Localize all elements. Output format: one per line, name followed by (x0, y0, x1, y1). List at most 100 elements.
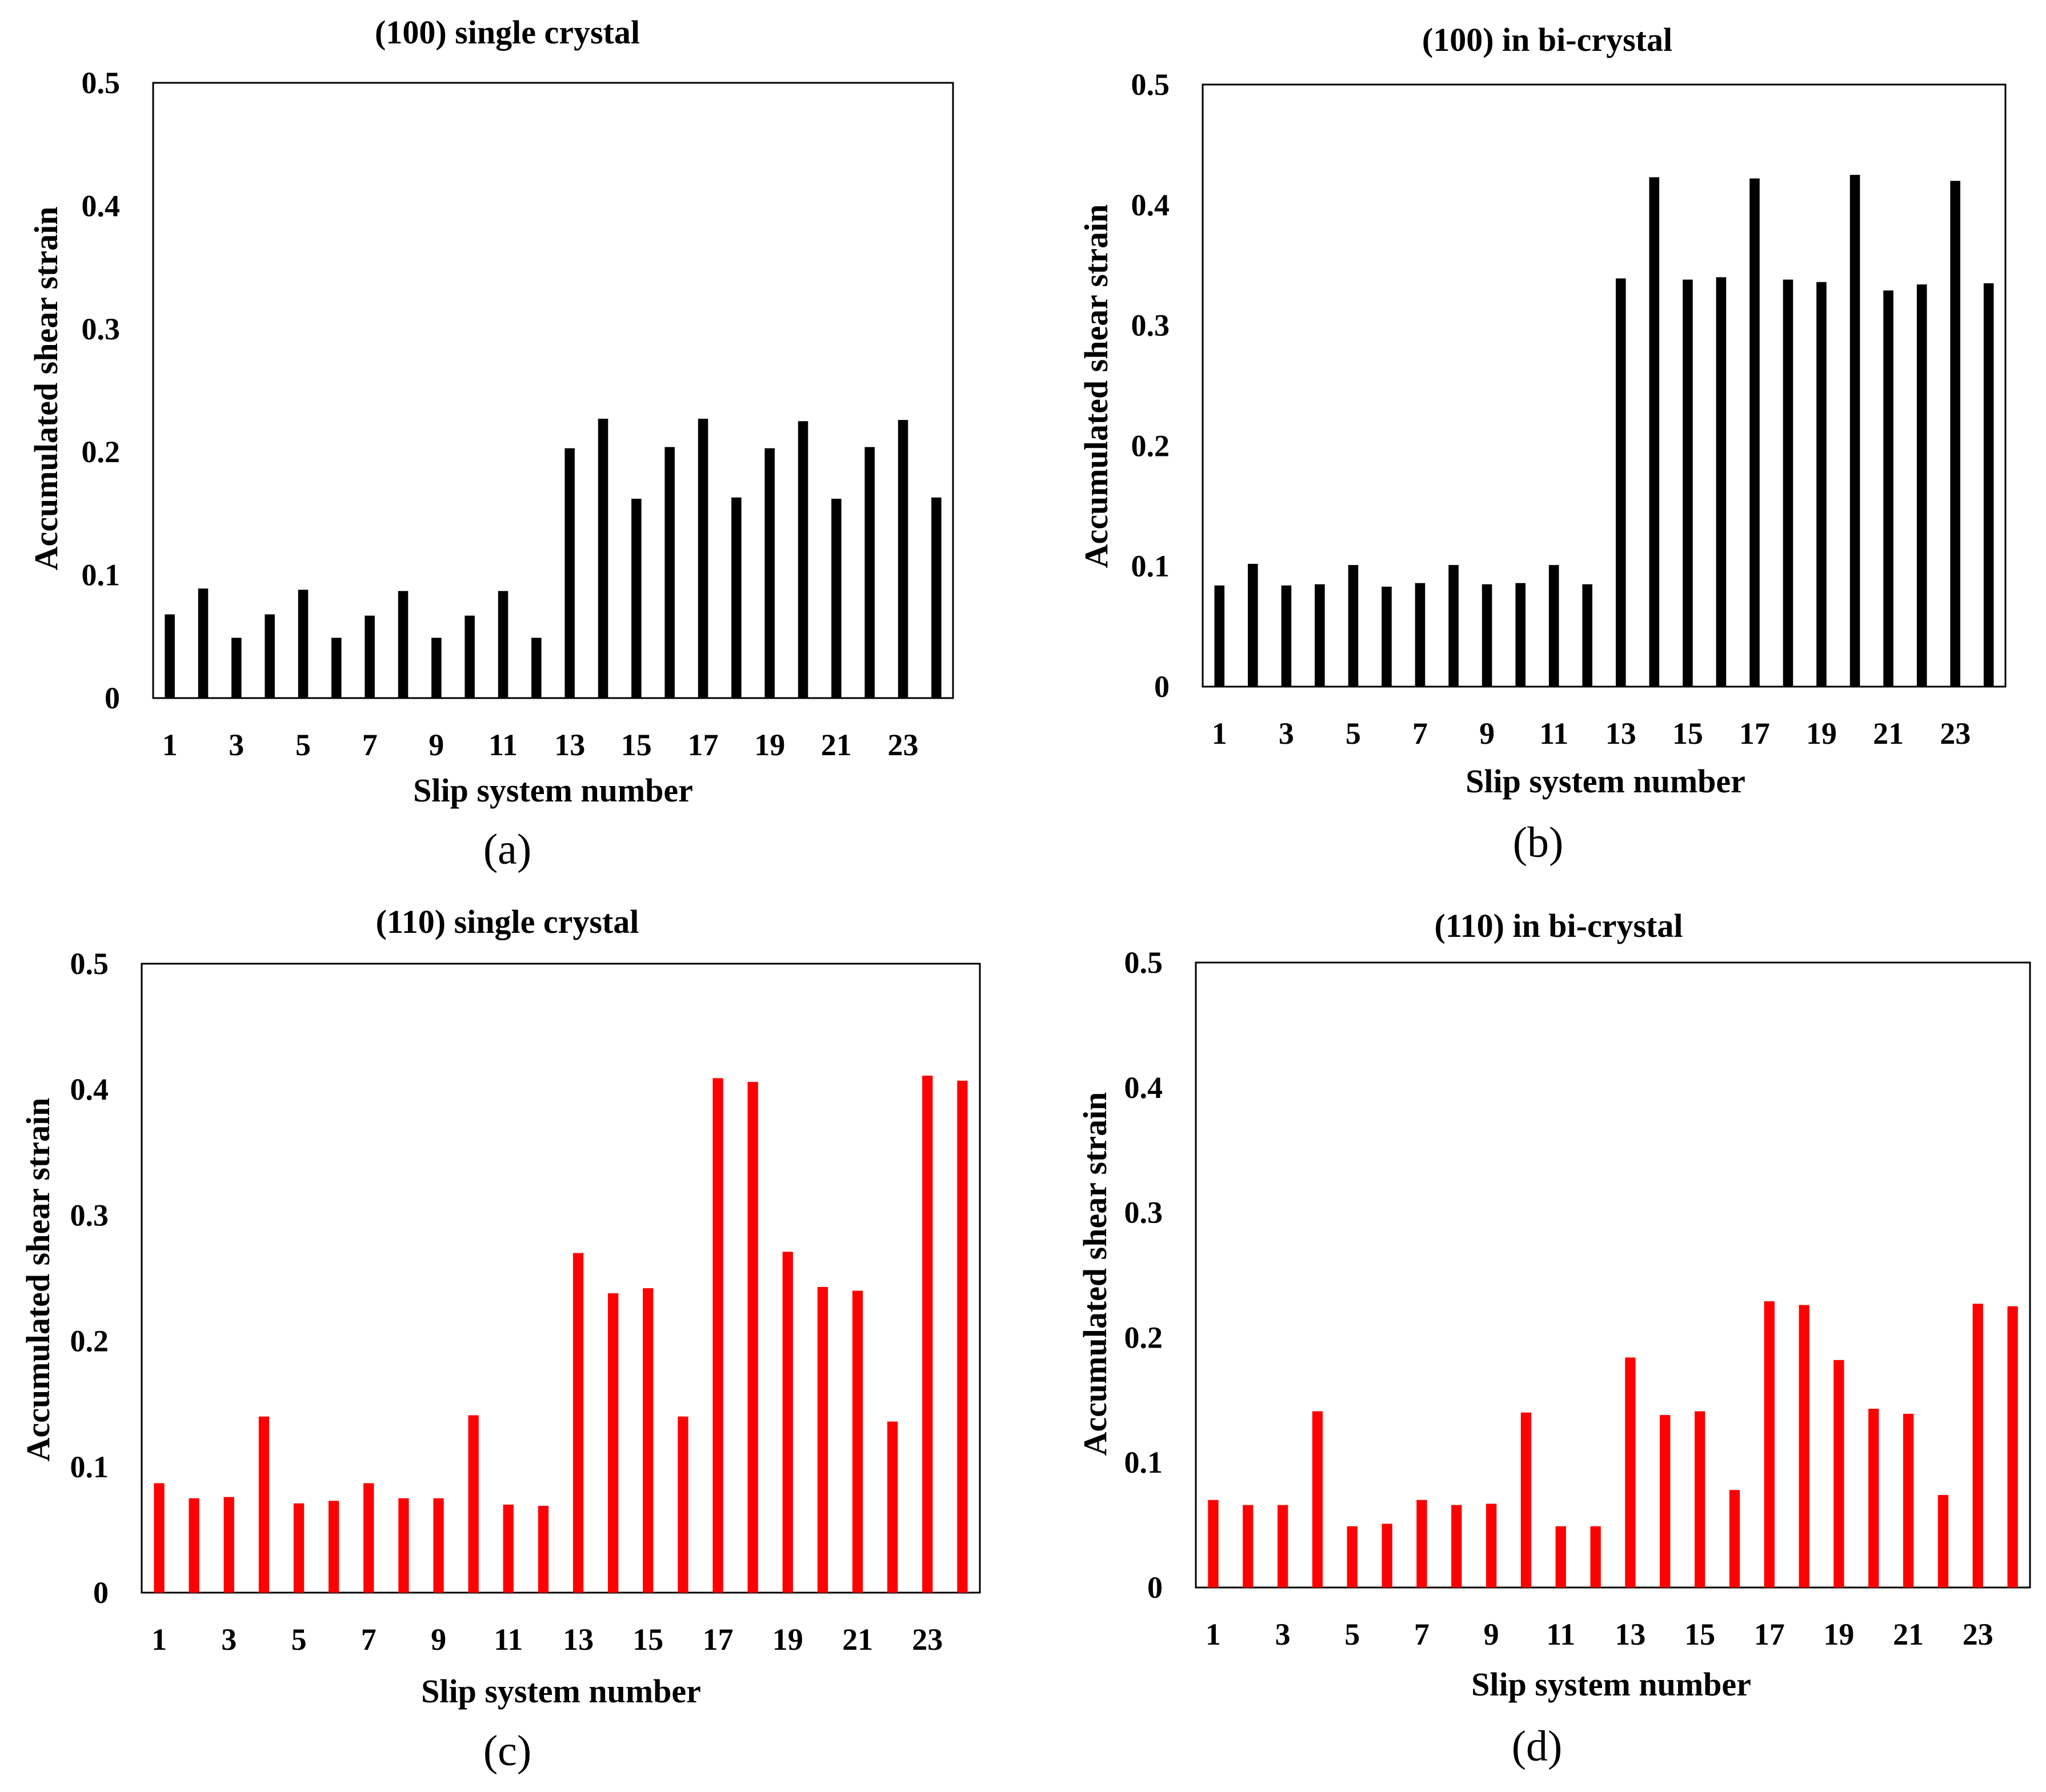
bar-slip-23 (1950, 181, 1960, 687)
bar-slip-21 (852, 1290, 863, 1593)
bar-slip-9 (433, 1498, 444, 1593)
x-tick-label: 13 (1615, 1617, 1645, 1651)
bar-slip-20 (798, 421, 808, 698)
y-tick-label: 0 (1147, 1570, 1163, 1605)
plot-frame (1195, 961, 2031, 1589)
bar-slip-18 (1783, 279, 1793, 687)
bar-slip-2 (198, 588, 209, 698)
panel-label: (b) (1513, 819, 1564, 867)
x-tick-label: 5 (295, 728, 311, 762)
x-tick-label: 17 (1739, 716, 1770, 751)
x-tick-label: 13 (1605, 716, 1636, 751)
bar-slip-4 (1312, 1411, 1323, 1587)
x-tick-label: 21 (842, 1622, 873, 1657)
bar-slip-2 (189, 1498, 199, 1593)
chart-panel-d: (110) in bi-crystal Accumulated shear st… (1076, 907, 2031, 1770)
bar-slip-3 (231, 638, 242, 698)
plot-frame (141, 963, 981, 1594)
chart-title: (100) single crystal (375, 14, 640, 51)
y-tick-label: 0 (1154, 670, 1170, 704)
x-tick-label: 3 (1275, 1617, 1291, 1651)
bar-slip-2 (1248, 564, 1258, 687)
y-tick-label: 0.5 (1131, 67, 1170, 102)
x-tick-labels: 1 3 5 7 9 11 13 15 17 19 21 23 (162, 728, 919, 762)
y-tick-label: 0.1 (82, 558, 121, 592)
chart-title: (110) in bi-crystal (1435, 907, 1683, 944)
bar-slip-12 (1590, 1526, 1601, 1587)
plot-frame (1202, 83, 2007, 688)
bar-slip-1 (1214, 585, 1225, 687)
x-tick-label: 5 (1344, 1617, 1360, 1651)
bar-slip-18 (747, 1082, 758, 1593)
y-axis-label: Accumulated shear strain (1078, 205, 1115, 568)
bar-slip-11 (1555, 1526, 1566, 1587)
y-axis-label: Accumulated shear strain (27, 207, 65, 571)
y-tick-label: 0.4 (1131, 188, 1170, 222)
x-tick-label: 19 (1806, 716, 1837, 751)
panel-label: (d) (1512, 1722, 1563, 1770)
bar-slip-10 (465, 615, 475, 698)
bar-slip-7 (363, 1483, 374, 1593)
bar-slip-23 (898, 420, 908, 698)
bar-slip-15 (1695, 1411, 1705, 1587)
x-tick-label: 7 (361, 1622, 377, 1657)
x-tick-label: 1 (162, 728, 178, 762)
x-tick-label: 7 (1412, 716, 1428, 751)
y-tick-label: 0.2 (82, 435, 121, 469)
bar-slip-17 (712, 1078, 723, 1593)
x-tick-label: 13 (563, 1622, 594, 1657)
y-tick-labels: 0 0.1 0.2 0.3 0.4 0.5 (1131, 67, 1170, 704)
y-tick-label: 0.3 (82, 312, 121, 346)
bar-slip-9 (1482, 584, 1492, 687)
bar-slip-20 (1868, 1409, 1879, 1587)
x-tick-label: 11 (489, 728, 518, 762)
x-tick-label: 9 (429, 728, 444, 762)
y-tick-label: 0.3 (1131, 308, 1170, 343)
bar-slip-24 (931, 497, 942, 698)
x-tick-label: 11 (1546, 1617, 1575, 1651)
bar-slip-24 (2007, 1306, 2018, 1587)
x-tick-label: 15 (1672, 716, 1703, 751)
y-tick-label: 0.2 (1124, 1320, 1163, 1354)
bar-slip-10 (468, 1415, 479, 1593)
x-tick-label: 7 (362, 728, 378, 762)
x-tick-label: 3 (1279, 716, 1294, 751)
bar-slip-13 (564, 448, 575, 698)
bar-slip-14 (608, 1293, 619, 1593)
bar-slip-6 (329, 1501, 339, 1593)
bar-slip-1 (154, 1483, 165, 1593)
x-tick-label: 3 (229, 728, 244, 762)
bar-slip-16 (664, 447, 675, 698)
x-tick-label: 15 (621, 728, 652, 762)
bar-slip-12 (1582, 584, 1592, 687)
chart-title: (100) in bi-crystal (1422, 21, 1672, 58)
bar-slip-5 (298, 590, 309, 698)
x-axis-label: Slip system number (421, 1673, 701, 1710)
bar-slip-17 (1749, 178, 1760, 687)
panel-label: (c) (483, 1727, 531, 1775)
bar-slip-15 (631, 499, 642, 698)
y-tick-label: 0.2 (70, 1324, 109, 1358)
bar-slip-3 (1278, 1505, 1288, 1587)
bar-slip-10 (1515, 583, 1526, 687)
plot-frame (152, 82, 954, 699)
bar-slip-5 (293, 1503, 305, 1593)
y-tick-label: 0.1 (1131, 549, 1170, 583)
y-tick-label: 0.1 (70, 1450, 109, 1484)
x-tick-label: 9 (1479, 716, 1495, 751)
x-tick-label: 13 (554, 728, 585, 762)
bar-slip-8 (398, 1498, 409, 1593)
bar-slip-12 (531, 638, 542, 698)
bar-slip-21 (831, 499, 842, 698)
y-tick-label: 0.2 (1131, 428, 1170, 463)
y-tick-label: 0.5 (1124, 945, 1163, 980)
bar-slip-5 (1347, 1526, 1358, 1587)
bar-slip-10 (1520, 1412, 1532, 1587)
x-tick-label: 9 (431, 1622, 446, 1657)
x-tick-label: 11 (494, 1622, 523, 1657)
x-tick-label: 19 (1823, 1617, 1854, 1651)
bar-slip-4 (1315, 584, 1325, 687)
bar-slip-6 (1382, 587, 1392, 687)
bar-slip-14 (1660, 1415, 1671, 1587)
